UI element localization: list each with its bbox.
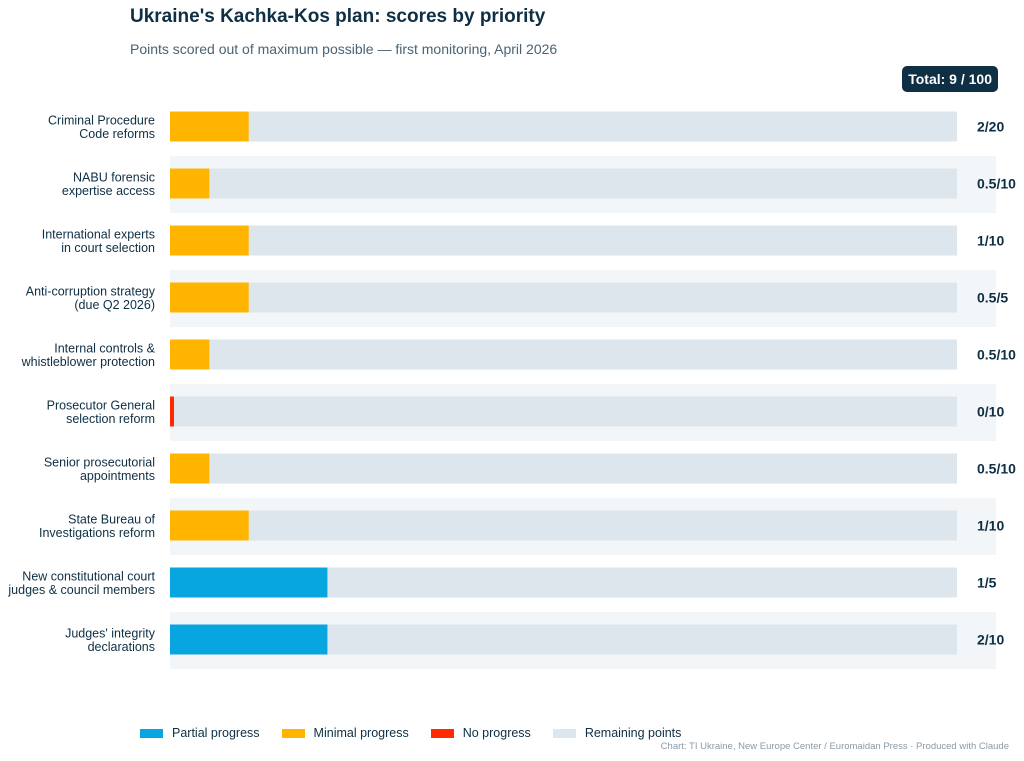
category-label-line: State Bureau of <box>68 513 155 527</box>
legend-label-none: No progress <box>462 726 531 740</box>
legend-item-partial: Partial progress <box>140 726 260 740</box>
category-label-line: New constitutional court <box>22 570 155 584</box>
category-label: New constitutional court judges & council… <box>7 570 155 598</box>
category-label: International experts in court selection <box>42 228 155 256</box>
legend-item-minimal: Minimal progress <box>281 726 409 740</box>
category-label: State Bureau of Investigations reform <box>39 513 156 541</box>
bar-score <box>170 396 174 427</box>
legend-label-partial: Partial progress <box>172 726 260 740</box>
bar-score <box>170 111 249 142</box>
score-label: 0.5/10 <box>977 461 1016 477</box>
bar-score <box>170 282 249 313</box>
category-label-line: Senior prosecutorial <box>44 456 155 470</box>
category-label-line: International experts <box>42 228 155 242</box>
bar-score <box>170 339 210 370</box>
bar-remaining <box>170 225 957 256</box>
category-label-line: whistleblower protection <box>21 355 155 369</box>
category-label: Prosecutor General selection reform <box>47 399 155 427</box>
category-label: Senior prosecutorial appointments <box>44 456 155 484</box>
score-label: 1/5 <box>977 575 997 591</box>
bar-remaining <box>170 396 957 427</box>
chart-credit: Chart: TI Ukraine, New Europe Center / E… <box>660 741 1009 752</box>
score-label: 1/10 <box>977 518 1004 534</box>
score-label: 0.5/10 <box>977 176 1016 192</box>
category-label-line: Investigations reform <box>39 526 155 540</box>
bar-chart: Criminal Procedure Code reforms 2/20 NABU f… <box>7 111 1016 669</box>
score-label: 0.5/5 <box>977 290 1008 306</box>
score-label: 2/10 <box>977 632 1004 648</box>
bar-remaining <box>170 339 957 370</box>
score-label: 0/10 <box>977 404 1004 420</box>
category-label-line: Code reforms <box>79 127 155 141</box>
category-label-line: Internal controls & <box>54 342 155 356</box>
category-label-line: Judges' integrity <box>65 627 156 641</box>
bar-remaining <box>170 510 957 541</box>
bar-score <box>170 225 249 256</box>
category-label: NABU forensic expertise access <box>62 171 155 199</box>
category-label-line: judges & council members <box>7 583 155 597</box>
category-label-line: Anti-corruption strategy <box>26 285 156 299</box>
score-label: 1/10 <box>977 233 1004 249</box>
bar-score <box>170 567 328 598</box>
category-label-line: in court selection <box>61 241 155 255</box>
bar-remaining <box>170 111 957 142</box>
legend-item-remaining: Remaining points <box>552 726 682 740</box>
bar-score <box>170 168 210 199</box>
category-label-line: appointments <box>80 469 155 483</box>
category-label-line: NABU forensic <box>73 171 155 185</box>
legend-label-remaining: Remaining points <box>584 726 682 740</box>
bar-remaining <box>170 453 957 484</box>
legend-swatch-remaining <box>552 728 576 738</box>
category-label: Anti-corruption strategy (due Q2 2026) <box>26 285 156 313</box>
bar-remaining <box>170 282 957 313</box>
category-label-line: selection reform <box>66 412 155 426</box>
category-label: Internal controls & whistleblower protect… <box>21 342 156 370</box>
category-label-line: (due Q2 2026) <box>74 298 155 312</box>
legend-swatch-none <box>430 728 454 738</box>
bar-score <box>170 510 249 541</box>
category-label-line: Criminal Procedure <box>48 114 155 128</box>
bar-score <box>170 453 210 484</box>
bar-remaining <box>170 168 957 199</box>
chart-legend: Partial progress Minimal progress No pro… <box>140 726 703 740</box>
legend-item-none: No progress <box>430 726 531 740</box>
total-score-badge: Total: 9 / 100 <box>902 66 998 92</box>
bar-score <box>170 624 328 655</box>
legend-swatch-partial <box>140 728 163 738</box>
legend-label-minimal: Minimal progress <box>313 726 409 740</box>
category-label-line: expertise access <box>62 184 155 198</box>
chart-subtitle: Points scored out of maximum possible — … <box>130 41 558 57</box>
score-label: 2/20 <box>977 119 1004 135</box>
category-label-line: Prosecutor General <box>47 399 155 413</box>
category-label: Criminal Procedure Code reforms <box>48 114 155 142</box>
legend-swatch-minimal <box>281 728 305 738</box>
chart-title: Ukraine's Kachka-Kos plan: scores by pri… <box>130 6 546 27</box>
score-label: 0.5/10 <box>977 347 1016 363</box>
category-label: Judges' integrity declarations <box>65 627 156 655</box>
category-label-line: declarations <box>88 640 155 654</box>
